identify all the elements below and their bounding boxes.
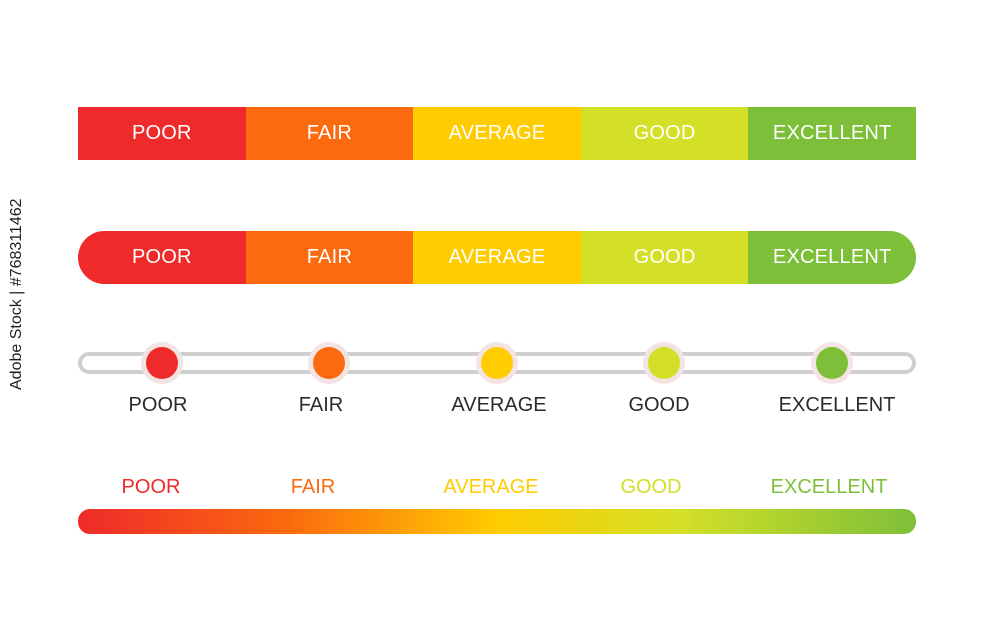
gradient-rating-bar — [78, 509, 916, 534]
segment-poor: POOR — [78, 107, 246, 160]
segment-excellent: EXCELLENT — [748, 107, 916, 160]
rounded-rating-bar: POOR FAIR AVERAGE GOOD EXCELLENT — [78, 231, 916, 284]
rounded-segment-excellent: EXCELLENT — [748, 231, 916, 284]
dot-label-good: GOOD — [628, 394, 690, 416]
dot-good-fill — [648, 347, 680, 379]
dot-label-average: AVERAGE — [451, 394, 547, 416]
dot-excellent-fill — [816, 347, 848, 379]
dot-good — [643, 342, 685, 384]
gradient-label-average: AVERAGE — [443, 476, 539, 498]
dot-label-fair: FAIR — [298, 394, 344, 416]
gradient-label-fair: FAIR — [290, 476, 336, 498]
rounded-segment-poor: POOR — [78, 231, 246, 284]
dot-label-excellent: EXCELLENT — [778, 394, 896, 416]
dot-fair-fill — [313, 347, 345, 379]
gradient-label-good: GOOD — [620, 476, 682, 498]
segmented-rating-bar: POOR FAIR AVERAGE GOOD EXCELLENT — [78, 107, 916, 160]
rounded-segment-average: AVERAGE — [413, 231, 581, 284]
dot-poor-fill — [146, 347, 178, 379]
segment-good: GOOD — [580, 107, 749, 160]
stock-id-text: Adobe Stock | #768311462 — [8, 198, 25, 390]
rounded-segment-fair: FAIR — [245, 231, 414, 284]
rounded-segment-good: GOOD — [580, 231, 749, 284]
dot-average — [476, 342, 518, 384]
dot-excellent — [811, 342, 853, 384]
segment-average: AVERAGE — [413, 107, 581, 160]
gradient-label-poor: POOR — [121, 476, 181, 498]
dot-average-fill — [481, 347, 513, 379]
dot-label-poor: POOR — [128, 394, 188, 416]
dot-fair — [308, 342, 350, 384]
gradient-label-excellent: EXCELLENT — [770, 476, 888, 498]
segment-fair: FAIR — [245, 107, 414, 160]
dot-poor — [141, 342, 183, 384]
